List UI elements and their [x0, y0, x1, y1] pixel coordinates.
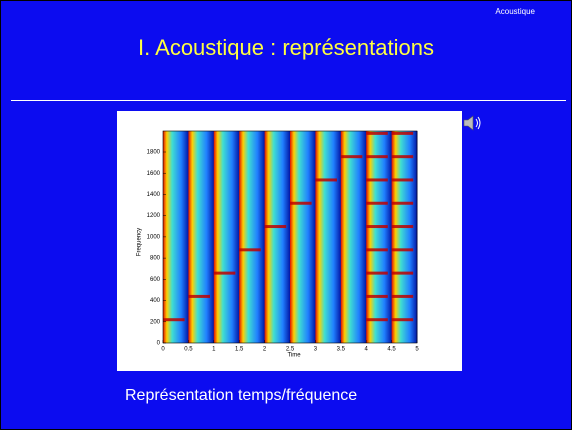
y-tick-label: 1000	[147, 234, 161, 240]
section-label: Acoustique	[495, 7, 535, 16]
caption: Représentation temps/fréquence	[125, 387, 357, 405]
spectrogram-band	[366, 131, 392, 343]
y-tick-label: 1600	[147, 171, 161, 177]
y-tick-label: 1200	[147, 213, 161, 219]
spectrogram-harmonic	[392, 132, 414, 135]
spectrogram-harmonic	[163, 318, 185, 321]
spectrogram-harmonic	[366, 295, 388, 298]
spectrogram-harmonic	[392, 318, 414, 321]
y-tick-label: 800	[150, 256, 161, 262]
spectrogram-harmonic	[366, 178, 388, 181]
spectrogram-harmonic	[392, 178, 414, 181]
spectrogram-harmonic	[392, 155, 414, 158]
y-axis-label: Frequency	[137, 228, 143, 256]
y-tick-label: 1400	[147, 192, 161, 198]
spectrogram-harmonic	[290, 202, 312, 205]
y-tick-label: 400	[150, 298, 161, 304]
x-tick-label: 0.5	[184, 347, 193, 353]
spectrogram-band	[163, 131, 189, 343]
spectrogram-harmonic	[214, 272, 236, 275]
spectrogram-harmonic	[366, 155, 388, 158]
spectrogram-harmonic	[366, 318, 388, 321]
spectrogram-harmonic	[392, 295, 414, 298]
x-tick-label: 4.5	[387, 347, 396, 353]
spectrogram-band	[341, 131, 367, 343]
y-tick-label: 600	[150, 277, 161, 283]
spectrogram-harmonic	[366, 248, 388, 251]
x-tick-label: 3.5	[337, 347, 346, 353]
spectrogram-harmonic	[366, 272, 388, 275]
x-tick-label: 2.5	[286, 347, 295, 353]
y-tick-label: 1800	[147, 150, 161, 156]
spectrogram-harmonic	[392, 248, 414, 251]
slide: Acoustique I. Acoustique : représentatio…	[0, 0, 572, 430]
spectrogram-harmonic	[366, 202, 388, 205]
x-tick-label: 1.5	[235, 347, 244, 353]
slide-title: I. Acoustique : représentations	[1, 35, 571, 61]
speaker-icon	[461, 113, 483, 133]
spectrogram-band	[265, 131, 291, 343]
spectrogram-harmonic	[341, 155, 363, 158]
y-tick-label: 200	[150, 319, 161, 325]
spectrogram-band	[290, 131, 316, 343]
spectrogram-harmonic	[315, 178, 337, 181]
divider	[11, 100, 566, 101]
spectrogram-harmonic	[239, 248, 261, 251]
spectrogram-band	[392, 131, 418, 343]
spectrogram-band	[239, 131, 265, 343]
spectrogram-band	[188, 131, 214, 343]
spectrogram-harmonic	[366, 132, 388, 135]
spectrogram-harmonic	[392, 202, 414, 205]
spectrogram-harmonic	[392, 272, 414, 275]
spectrogram-band	[214, 131, 240, 343]
spectrogram-band	[315, 131, 341, 343]
spectrogram-harmonic	[392, 225, 414, 228]
x-axis-label: Time	[287, 353, 301, 359]
spectrogram-harmonic	[366, 225, 388, 228]
spectrogram-harmonic	[188, 295, 210, 298]
spectrogram-harmonic	[265, 225, 287, 228]
